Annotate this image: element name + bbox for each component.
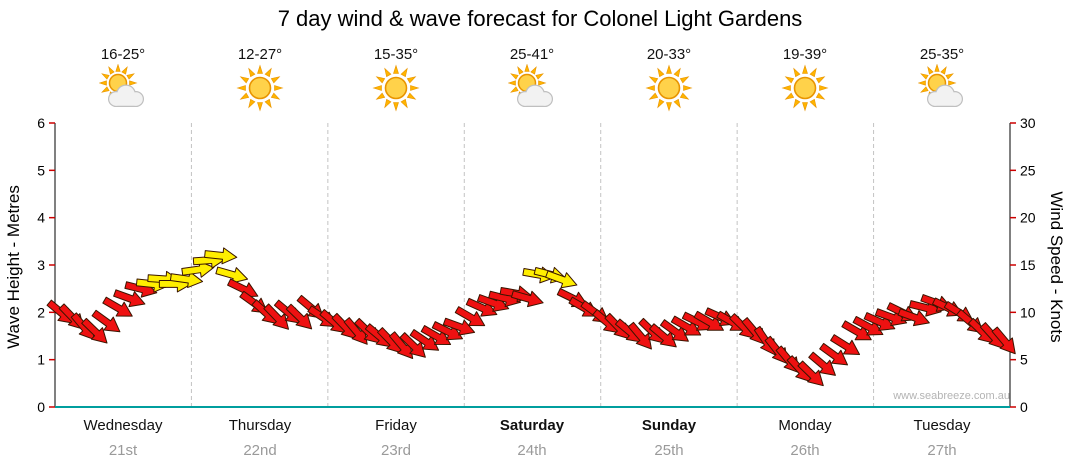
day-name-label: Thursday <box>228 417 292 434</box>
day-name-label: Friday <box>375 417 417 434</box>
right-axis-tick-label: 25 <box>1020 162 1036 178</box>
wind-arrow <box>830 334 861 355</box>
wind-arrow <box>649 323 677 348</box>
wind-arrow <box>442 317 476 336</box>
left-axis-tick-label: 4 <box>37 210 45 226</box>
wind-arrow <box>204 247 238 265</box>
wind-arrow <box>113 289 146 308</box>
day-name-label: Tuesday <box>913 417 971 434</box>
partly-cloudy-icon <box>55 63 191 117</box>
temperature-range-label: 20-33° <box>646 46 692 63</box>
day-name-label: Sunday <box>641 417 697 434</box>
wind-arrow <box>181 260 215 278</box>
wind-arrow <box>693 310 724 331</box>
left-axis-tick-label: 2 <box>37 304 45 320</box>
wind-arrow <box>399 332 426 358</box>
wind-arrow <box>169 271 204 289</box>
day-name-label: Monday <box>778 417 832 434</box>
temperature-range-label: 12-27° <box>237 46 283 63</box>
day-date-label: 22nd <box>243 442 277 459</box>
sunny-icon <box>328 64 464 117</box>
right-axis-tick-label: 0 <box>1020 399 1028 415</box>
watermark: www.seabreeze.com.au <box>893 390 1010 402</box>
day-date-label: 23rd <box>380 442 412 459</box>
wind-arrow <box>81 317 108 344</box>
temperature-range-label: 25-41° <box>509 46 555 63</box>
wind-arrow <box>819 342 849 366</box>
partly-cloudy-icon <box>464 63 600 117</box>
wind-arrow <box>454 306 486 327</box>
wind-arrow <box>797 360 824 387</box>
day-date-label: 24th <box>517 442 547 459</box>
right-axis-tick-label: 10 <box>1020 304 1036 320</box>
sunny-icon <box>192 64 328 117</box>
left-axis-tick-label: 3 <box>37 257 45 273</box>
temperature-range-label: 15-35° <box>373 46 419 63</box>
wind-arrow <box>215 266 249 284</box>
left-axis-tick-label: 5 <box>37 162 45 178</box>
sunny-icon <box>737 64 873 117</box>
day-name-label: Saturday <box>499 417 565 434</box>
right-axis-tick-label: 15 <box>1020 257 1036 273</box>
wind-arrow <box>808 351 836 376</box>
wind-arrow <box>263 303 290 330</box>
wind-arrow <box>670 315 702 336</box>
right-axis-tick-label: 5 <box>1020 352 1028 368</box>
wind-arrow <box>852 315 884 336</box>
wind-arrow <box>91 309 121 333</box>
left-axis-tick-label: 6 <box>37 115 45 131</box>
day-date-label: 25th <box>654 442 684 459</box>
wind-arrow <box>841 320 872 341</box>
day-date-label: 26th <box>790 442 820 459</box>
left-axis-tick-label: 0 <box>37 399 45 415</box>
wind-arrow <box>863 312 896 331</box>
wind-arrow <box>409 329 440 351</box>
wind-arrow <box>991 326 1016 355</box>
partly-cloudy-icon <box>874 63 1010 117</box>
sunny-icon <box>601 64 737 117</box>
day-date-label: 27th <box>927 442 957 459</box>
left-axis-tick-label: 1 <box>37 352 45 368</box>
temperature-range-label: 25-35° <box>919 46 965 63</box>
chart-title: 7 day wind & wave forecast for Colonel L… <box>277 6 803 31</box>
wind-arrow <box>102 296 133 317</box>
wind-arrow <box>465 297 498 317</box>
temperature-range-label: 19-39° <box>782 46 828 63</box>
day-name-label: Wednesday <box>83 417 163 434</box>
wind-arrow <box>659 319 689 342</box>
wind-arrow <box>431 321 464 341</box>
wind-arrow <box>389 331 414 359</box>
right-axis-tick-label: 20 <box>1020 210 1036 226</box>
temperature-range-label: 16-25° <box>100 46 146 63</box>
wind-arrow <box>343 317 368 345</box>
wind-arrow <box>897 308 930 327</box>
wind-arrow <box>420 325 452 345</box>
right-axis-tick-label: 30 <box>1020 115 1036 131</box>
wind-arrow <box>510 290 544 308</box>
wind-arrow <box>285 303 313 330</box>
wind-arrow <box>627 321 652 350</box>
wind-arrow <box>874 308 908 327</box>
day-date-label: 21st <box>108 442 138 459</box>
wind-arrow <box>545 270 578 289</box>
